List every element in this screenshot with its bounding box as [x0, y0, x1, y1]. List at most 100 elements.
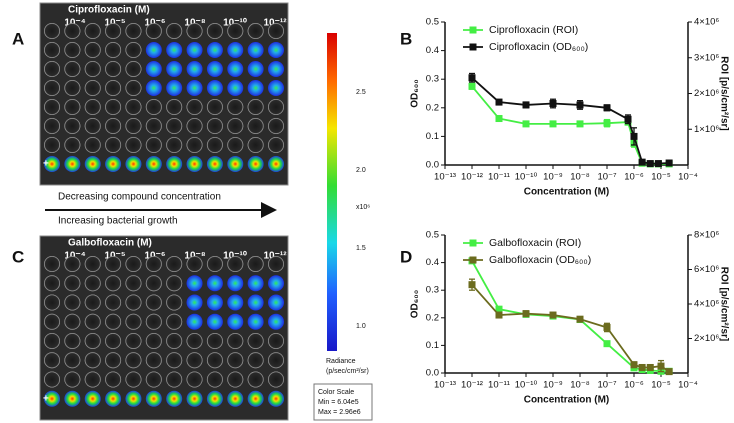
well: [186, 61, 203, 77]
well: [186, 275, 203, 292]
well: [84, 61, 101, 77]
y-tick-label: 0.3: [426, 74, 439, 85]
well: [186, 371, 203, 388]
well: [84, 80, 101, 96]
well: [84, 313, 101, 330]
y2-tick-label: 6×10⁶: [694, 264, 719, 275]
well: [105, 275, 122, 292]
well: [84, 156, 101, 172]
well: [125, 333, 142, 349]
well: [166, 137, 183, 153]
y-tick-label: 0.4: [426, 45, 439, 56]
well: [84, 42, 101, 58]
well: [125, 313, 142, 330]
well: [105, 390, 122, 407]
colorbar-tick-label: 1.5: [356, 245, 366, 252]
well: [105, 156, 122, 172]
well: [145, 275, 162, 292]
x-tick-label: 10⁻¹¹: [488, 380, 510, 391]
marker: [495, 98, 503, 106]
well: [64, 23, 81, 39]
x-tick-label: 10⁻⁸: [570, 172, 590, 183]
well: [64, 390, 81, 407]
well: [105, 23, 122, 39]
colorbar-multiplier: x10⁶: [356, 204, 370, 211]
concentration-label: 10⁻⁵: [104, 18, 125, 29]
well: [64, 313, 81, 330]
marker: [630, 132, 638, 140]
well: [64, 99, 81, 115]
control-label: +: [43, 393, 49, 404]
well: [125, 371, 142, 388]
well: [247, 23, 264, 39]
well: [166, 61, 183, 77]
y2-tick-label: 8×10⁶: [694, 230, 719, 241]
well: [166, 294, 183, 311]
well: [84, 275, 101, 292]
plate: [39, 2, 289, 186]
row-label: N3: [21, 316, 34, 327]
x-tick-label: 10⁻⁹: [543, 172, 563, 183]
y2-tick-label: 1×10⁶: [694, 124, 719, 135]
well: [166, 275, 183, 292]
well: [206, 275, 223, 292]
plate-title: Ciprofloxacin (M): [68, 5, 150, 16]
well: [105, 313, 122, 330]
x-tick-label: 10⁻⁶: [624, 380, 644, 391]
well: [64, 275, 81, 292]
well: [206, 256, 223, 272]
well: [206, 42, 223, 58]
well: [227, 156, 244, 172]
well: [227, 42, 244, 58]
legend-marker: [469, 256, 477, 264]
marker: [603, 119, 611, 127]
well: [186, 99, 203, 115]
plate-title: Galbofloxacin (M): [68, 238, 152, 249]
well: [227, 352, 244, 369]
y-tick-label: 0.5: [426, 230, 439, 241]
well: [125, 99, 142, 115]
well: [186, 390, 203, 407]
well: [227, 275, 244, 292]
x-tick-label: 10⁻¹³: [434, 380, 456, 391]
marker: [638, 158, 646, 166]
well: [44, 275, 60, 292]
well: [145, 390, 162, 407]
well: [227, 137, 244, 153]
legend-label: Galbofloxacin (ROI): [489, 237, 581, 249]
x-tick-label: 10⁻¹¹: [488, 172, 510, 183]
well: [247, 118, 264, 134]
y2-tick-label: 2×10⁶: [694, 333, 719, 344]
legend-marker: [469, 239, 477, 247]
arrow-caption: Increasing bacterial growth: [58, 216, 178, 227]
x-tick-label: 10⁻⁹: [543, 380, 563, 391]
well: [44, 390, 60, 407]
well: [64, 371, 81, 388]
marker: [646, 363, 654, 371]
well: [166, 42, 183, 58]
scale-box-text: Color Scale: [318, 389, 354, 396]
marker: [630, 361, 638, 369]
marker: [576, 315, 584, 323]
marker: [468, 281, 476, 289]
marker: [522, 101, 530, 109]
well: [247, 333, 264, 349]
well: [64, 118, 81, 134]
marker: [624, 115, 632, 123]
well: [268, 23, 284, 39]
marker: [603, 340, 611, 348]
well: [64, 42, 81, 58]
x-axis-label: Concentration (M): [524, 395, 610, 406]
x-tick-label: 10⁻¹²: [461, 172, 483, 183]
well: [145, 137, 162, 153]
well: [125, 156, 142, 172]
y-axis-label: OD₆₀₀: [410, 290, 421, 319]
well: [206, 333, 223, 349]
well: [105, 137, 122, 153]
legend-label: Ciprofloxacin (ROI): [489, 24, 578, 36]
colorbar: [327, 33, 337, 351]
well: [247, 137, 264, 153]
well: [84, 352, 101, 369]
x-tick-label: 10⁻⁵: [651, 172, 671, 183]
well: [44, 99, 60, 115]
